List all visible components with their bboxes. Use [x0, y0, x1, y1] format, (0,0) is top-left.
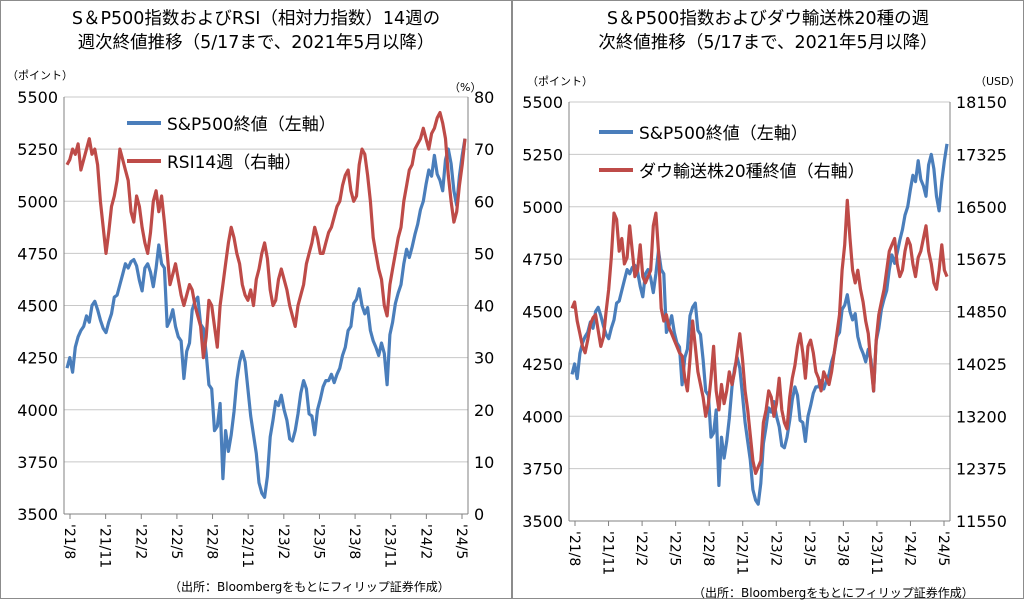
x-tick-label: '22/11	[734, 531, 750, 575]
x-tick-label: '23/8	[834, 531, 850, 566]
chart-title-line-1: S＆P500指数およびRSI（相対力指数）14週の	[71, 9, 441, 29]
x-tick-label: '24/5	[935, 531, 951, 566]
left-tick-label: 3500	[17, 505, 58, 524]
legend-label: S&P500終値（左軸）	[167, 115, 336, 135]
x-tick-label: '22/2	[132, 524, 148, 559]
right-tick-label: 60	[474, 192, 494, 211]
left-axis-unit: （ポイント）	[527, 75, 593, 88]
x-tick-label: '22/8	[700, 531, 716, 566]
x-tick-label: '23/5	[801, 531, 817, 566]
right-axis-unit: （%）	[449, 81, 482, 94]
right-tick-label: 10	[474, 453, 494, 472]
right-axis-unit: （USD）	[975, 75, 1021, 88]
left-tick-label: 4500	[522, 303, 563, 322]
series-line-0	[65, 138, 467, 499]
x-tick-label: '23/8	[346, 524, 362, 559]
chart-title: S＆P500指数およびRSI（相対力指数）14週の 週次終値推移（5/17まで、…	[1, 7, 511, 55]
chart-title-line-2: 次終値推移（5/17まで、2021年5月以降）	[598, 33, 938, 53]
left-tick-label: 4250	[17, 349, 58, 368]
series-line-1	[570, 198, 949, 475]
left-tick-label: 5000	[17, 192, 58, 211]
chart-title-line-2: 週次終値推移（5/17まで、2021年5月以降）	[77, 33, 435, 53]
chart-plot: 3500 3750 4000 4250 4500 4750 5000 5250 5500 0 10 2…	[17, 88, 494, 568]
right-tick-label: 0	[474, 505, 484, 524]
right-tick-label: 14025	[956, 355, 1007, 374]
x-tick-label: '21/11	[600, 531, 616, 575]
chart-panel-sp500-dow-transport: S＆P500指数およびダウ輸送株20種の週 次終値推移（5/17まで、2021年…	[512, 0, 1024, 600]
right-tick-label: 12375	[956, 460, 1007, 479]
right-tick-label: 70	[474, 140, 494, 159]
left-tick-label: 4750	[522, 250, 563, 269]
left-tick-label: 5250	[17, 140, 58, 159]
source-note: （出所：Bloombergをもとにフィリップ証券作成）	[169, 580, 450, 594]
right-tick-label: 50	[474, 244, 494, 263]
right-tick-label: 17325	[956, 145, 1007, 164]
left-tick-label: 3750	[522, 460, 563, 479]
left-tick-label: 4500	[17, 297, 58, 316]
x-tick-label: '21/8	[61, 524, 77, 559]
x-tick-label: '23/2	[767, 531, 783, 566]
source-note: （出所：Bloombergをもとにフィリップ証券作成）	[693, 586, 974, 600]
x-tick-label: '22/5	[667, 531, 683, 566]
left-tick-label: 4750	[17, 244, 58, 263]
x-tick-label: '24/2	[417, 524, 433, 559]
left-tick-label: 3500	[522, 512, 563, 531]
right-tick-label: 18150	[956, 93, 1007, 112]
x-tick-label: '22/5	[168, 524, 184, 559]
left-tick-label: 5250	[522, 145, 563, 164]
right-tick-label: 11550	[956, 512, 1007, 531]
chart-title-line-1: S＆P500指数およびダウ輸送株20種の週	[606, 9, 930, 29]
series-line-0	[570, 143, 949, 506]
x-tick-label: '23/2	[275, 524, 291, 559]
x-tick-label: '23/11	[868, 531, 884, 575]
right-tick-label: 40	[474, 297, 494, 316]
right-tick-label: 13200	[956, 407, 1007, 426]
x-tick-label: '23/11	[382, 524, 398, 568]
right-tick-label: 80	[474, 88, 494, 107]
right-tick-label: 20	[474, 401, 494, 420]
left-tick-label: 5500	[17, 88, 58, 107]
left-tick-label: 5500	[522, 93, 563, 112]
right-tick-label: 14850	[956, 303, 1007, 322]
x-tick-label: '24/2	[901, 531, 917, 566]
chart-title: S＆P500指数およびダウ輸送株20種の週 次終値推移（5/17まで、2021年…	[513, 7, 1023, 55]
legend-label: S&P500終値（左軸）	[639, 124, 808, 144]
x-tick-label: '22/2	[633, 531, 649, 566]
right-tick-label: 16500	[956, 198, 1007, 217]
left-tick-label: 5000	[522, 198, 563, 217]
legend-label: ダウ輸送株20種終値（右軸）	[639, 162, 865, 182]
left-tick-label: 4000	[17, 401, 58, 420]
x-tick-label: '22/8	[204, 524, 220, 559]
left-axis-unit: （ポイント）	[7, 69, 73, 82]
left-tick-label: 4000	[522, 407, 563, 426]
legend-label: RSI14週（右軸）	[167, 153, 301, 173]
right-tick-label: 30	[474, 349, 494, 368]
x-tick-label: '21/11	[97, 524, 113, 568]
chart-panel-sp500-rsi: S＆P500指数およびRSI（相対力指数）14週の 週次終値推移（5/17まで、…	[0, 0, 512, 599]
right-tick-label: 15675	[956, 250, 1007, 269]
x-tick-label: '24/5	[453, 524, 469, 559]
left-tick-label: 4250	[522, 355, 563, 374]
left-tick-label: 3750	[17, 453, 58, 472]
series-line-1	[65, 110, 467, 360]
x-tick-label: '22/11	[239, 524, 255, 568]
chart-plot: 3500 3750 4000 4250 4500 4750 5000 5250 5500 1155…	[522, 93, 1007, 575]
x-tick-label: '23/5	[310, 524, 326, 559]
x-tick-label: '21/8	[566, 531, 582, 566]
